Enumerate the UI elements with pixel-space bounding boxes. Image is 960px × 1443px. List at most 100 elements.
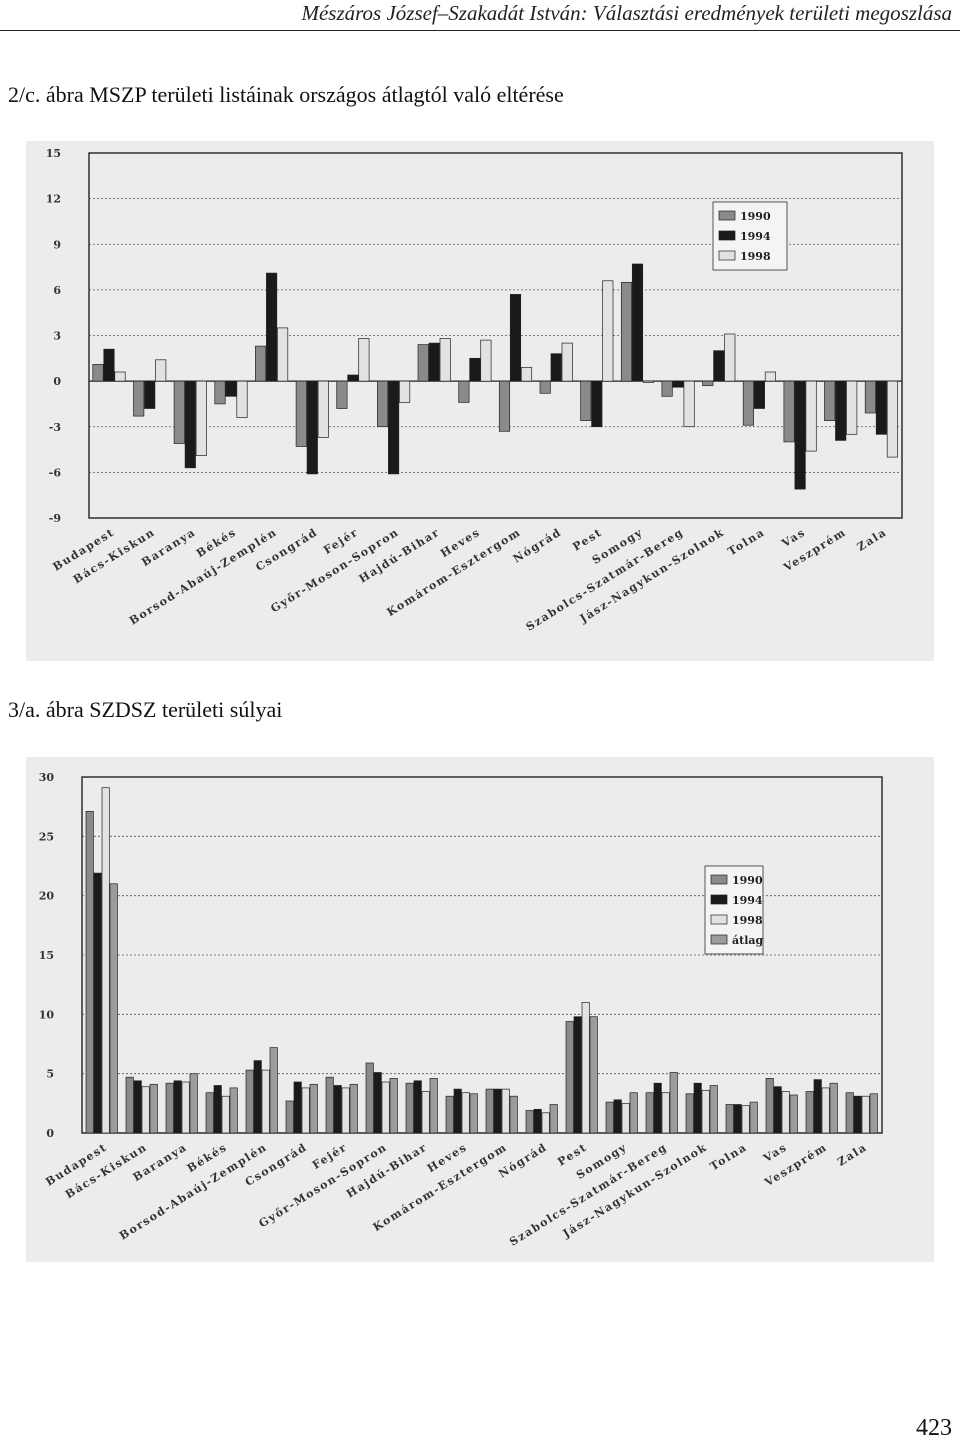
- bar-1990-szabolcs-szatmar-bereg: [645, 1092, 654, 1134]
- y-tick-label: 15: [46, 147, 61, 160]
- bar-1998-vas: [781, 1091, 790, 1134]
- bar-1994-baranya: [173, 1080, 182, 1134]
- bar-1998-nograd: [561, 342, 573, 382]
- bar-atlag-jasz-nagykun-szolnok: [709, 1085, 718, 1134]
- bar-1998-szabolcs-szatmar-bereg: [683, 380, 695, 428]
- y-tick-label: 30: [39, 771, 55, 784]
- y-tick-label: 9: [53, 238, 61, 251]
- figure-caption-2c: 2/c. ábra MSZP területi listáinak ország…: [8, 82, 564, 107]
- y-tick-label: 3: [53, 330, 61, 343]
- bar-atlag-hajdu-bihar: [429, 1078, 438, 1134]
- bar-1998-hajdu-bihar: [439, 338, 451, 382]
- bar-1990-komarom-esztergom: [498, 380, 511, 432]
- bar-atlag-gyor-moson-sopron: [389, 1078, 398, 1134]
- bar-1994-gyor-moson-sopron: [388, 380, 400, 475]
- bar-1990-jasz-nagykun-szolnok: [685, 1093, 694, 1134]
- bar-1994-zala: [853, 1095, 862, 1134]
- bar-1994-somogy: [613, 1099, 622, 1134]
- bar-1998-borsod-abauj-zemplen: [277, 327, 289, 382]
- bar-1994-hajdu-bihar: [413, 1080, 422, 1134]
- chart-mszp-deviation-svg: 15129630-3-6-9BudapestBács-KiskunBaranya…: [46, 147, 903, 634]
- y-tick-label: 0: [53, 375, 61, 388]
- bar-1994-borsod-abauj-zemplen: [266, 272, 278, 382]
- bar-1990-borsod-abauj-zemplen: [255, 345, 267, 382]
- bar-1994-pest: [573, 1016, 582, 1134]
- bar-1994-zala: [875, 380, 887, 435]
- bar-atlag-tolna: [749, 1101, 758, 1134]
- bar-1990-somogy: [620, 281, 633, 382]
- bar-1998-zala: [886, 380, 898, 458]
- legend-label-1990: 1990: [732, 874, 763, 887]
- bar-1994-csongrad: [293, 1081, 302, 1134]
- legend-swatch-1998: [718, 250, 736, 261]
- bar-1990-vas: [765, 1078, 774, 1134]
- bar-1998-csongrad: [317, 380, 329, 438]
- bar-1990-budapest: [92, 364, 104, 382]
- bar-atlag-szabolcs-szatmar-bereg: [669, 1072, 678, 1134]
- legend-swatch-1990: [710, 874, 728, 885]
- bar-1994-bekes: [213, 1085, 222, 1134]
- bar-1990-pest: [580, 380, 592, 421]
- bar-1998-budapest: [101, 787, 110, 1134]
- bar-1990-baranya: [173, 380, 185, 444]
- bar-1994-veszprem: [813, 1079, 822, 1134]
- bar-1998-heves: [461, 1092, 470, 1134]
- bar-1990-zala: [864, 380, 876, 414]
- bar-1998-baranya: [195, 380, 207, 456]
- bar-1994-nograd: [533, 1108, 542, 1134]
- bar-1990-fejer: [336, 380, 348, 409]
- legend-label-1994: 1994: [740, 230, 771, 243]
- legend-label-1994: 1994: [732, 894, 763, 907]
- bar-1998-borsod-abauj-zemplen: [261, 1069, 270, 1134]
- bar-1994-szabolcs-szatmar-bereg: [672, 380, 684, 388]
- bar-1990-bekes: [205, 1092, 214, 1134]
- bar-1994-fejer: [333, 1085, 342, 1134]
- bar-1998-fejer: [358, 338, 370, 382]
- bar-1990-baranya: [165, 1082, 174, 1134]
- bar-1990-budapest: [85, 811, 94, 1134]
- bar-1990-veszprem: [824, 380, 836, 421]
- bar-atlag-zala: [869, 1093, 878, 1134]
- y-tick-label: 25: [39, 830, 54, 843]
- figure-caption-3a: 3/a. ábra SZDSZ területi súlyai: [8, 697, 283, 722]
- running-title: Mészáros József–Szakadát István: Választ…: [301, 1, 952, 25]
- bar-atlag-budapest: [109, 883, 118, 1134]
- bar-1990-hajdu-bihar: [417, 344, 429, 382]
- category-label-zala: Zala: [855, 526, 889, 554]
- bar-1998-heves: [480, 339, 492, 382]
- bar-1998-vas: [805, 380, 817, 452]
- bar-1990-komarom-esztergom: [485, 1088, 494, 1134]
- bar-1990-pest: [565, 1021, 574, 1134]
- bar-atlag-bacs-kiskun: [149, 1083, 158, 1134]
- bar-1998-budapest: [114, 371, 126, 382]
- legend-swatch-1994: [710, 894, 728, 905]
- bar-atlag-somogy: [629, 1092, 638, 1134]
- bar-1990-fejer: [325, 1076, 334, 1134]
- bar-1994-vas: [773, 1086, 782, 1134]
- bar-1998-csongrad: [301, 1087, 310, 1134]
- bar-1998-pest: [602, 280, 614, 382]
- bar-1998-fejer: [341, 1087, 350, 1134]
- bar-atlag-pest: [589, 1016, 598, 1134]
- legend-label-1990: 1990: [740, 210, 771, 223]
- bar-1994-baranya: [184, 380, 196, 469]
- bar-1990-gyor-moson-sopron: [365, 1062, 374, 1134]
- bar-1994-bacs-kiskun: [133, 1080, 142, 1134]
- bar-1998-gyor-moson-sopron: [381, 1081, 390, 1134]
- bar-1998-tolna: [764, 371, 776, 382]
- bar-1994-heves: [453, 1088, 462, 1134]
- bar-1990-zala: [845, 1092, 854, 1134]
- bar-1998-gyor-moson-sopron: [399, 380, 411, 403]
- bar-1990-vas: [783, 380, 795, 443]
- bar-1998-bekes: [236, 380, 248, 418]
- bar-1994-veszprem: [835, 380, 847, 441]
- bar-1998-bacs-kiskun: [141, 1086, 150, 1134]
- y-tick-label: -3: [49, 421, 61, 434]
- bar-1990-nograd: [525, 1110, 534, 1134]
- bar-1998-komarom-esztergom: [501, 1088, 510, 1134]
- bar-1994-komarom-esztergom: [509, 294, 522, 382]
- bar-atlag-baranya: [189, 1073, 198, 1134]
- bar-atlag-vas: [789, 1094, 798, 1134]
- bar-1998-nograd: [541, 1112, 550, 1134]
- bar-1998-baranya: [181, 1081, 190, 1134]
